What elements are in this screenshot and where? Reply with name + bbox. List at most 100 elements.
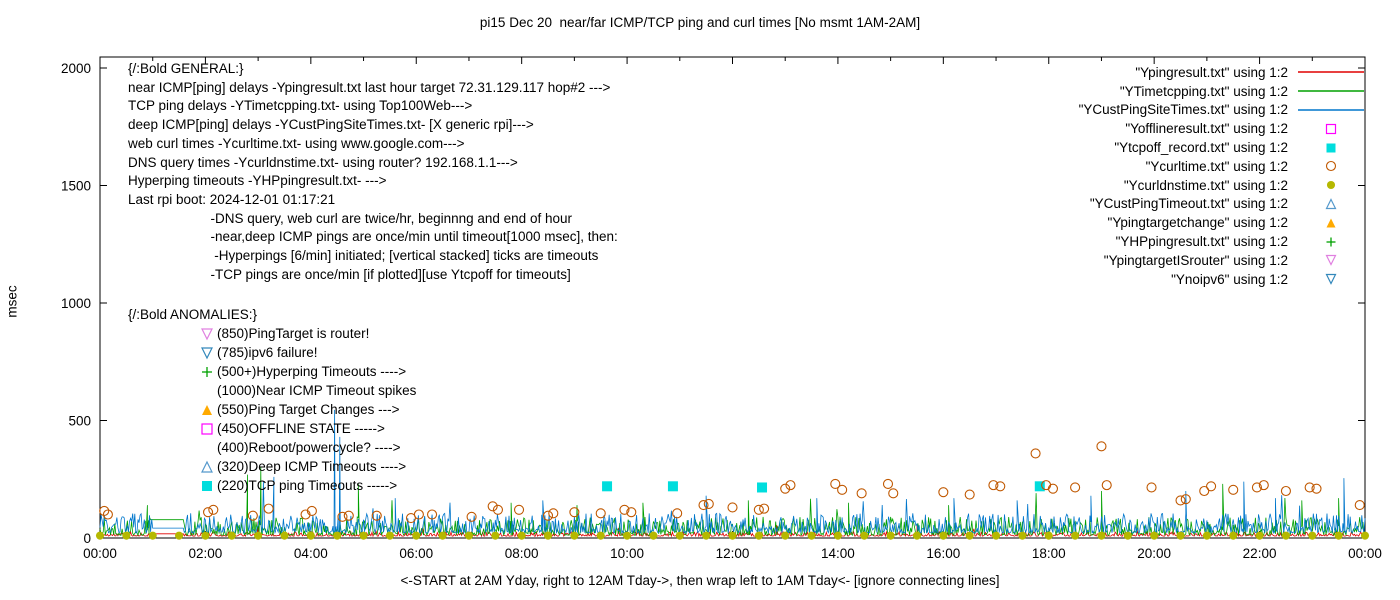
anomaly-triangle-down-open-icon (200, 327, 217, 341)
svg-text:16:00: 16:00 (926, 546, 960, 561)
svg-text:22:00: 22:00 (1243, 546, 1277, 561)
anomalies-text-block: {/:Bold ANOMALIES:} (850)PingTarget is ro… (128, 305, 416, 495)
legend-sample-line-icon (1298, 65, 1364, 79)
anomaly-label: (320)Deep ICMP Timeouts ----> (217, 459, 407, 474)
legend-label: "Ypingresult.txt" using 1:2 (1135, 64, 1288, 80)
anomaly-item: (1000)Near ICMP Timeout spikes (128, 381, 416, 400)
general-line: -TCP pings are once/min [if plotted][use… (128, 266, 571, 282)
anomalies-title: {/:Bold ANOMALIES:} (128, 307, 258, 322)
svg-text:18:00: 18:00 (1032, 546, 1066, 561)
legend-entry: "Ycurldnstime.txt" using 1:2 (1079, 176, 1364, 195)
general-line: -DNS query, web curl are twice/hr, begin… (128, 210, 572, 226)
svg-text:0: 0 (83, 531, 91, 546)
legend-sample-triangle-up-open-icon (1298, 197, 1364, 211)
general-line: -near,deep ICMP pings are once/min until… (128, 229, 618, 245)
legend: "Ypingresult.txt" using 1:2 "YTimetcpping… (1079, 63, 1364, 289)
anomaly-item: (320)Deep ICMP Timeouts ----> (128, 457, 416, 476)
legend-label: "Yofflineresult.txt" using 1:2 (1125, 121, 1288, 137)
general-line: near ICMP[ping] delays -Ypingresult.txt … (128, 79, 611, 95)
legend-sample-line-icon (1298, 103, 1364, 117)
general-line: DNS query times -Ycurldnstime.txt- using… (128, 154, 518, 170)
legend-label: "Ypingtargetchange" using 1:2 (1107, 215, 1288, 231)
anomaly-square-filled-icon (200, 479, 217, 493)
legend-entry: "Yofflineresult.txt" using 1:2 (1079, 119, 1364, 138)
anomaly-item: (400)Reboot/powercycle? ----> (128, 438, 416, 457)
chart-title: pi15 Dec 20 near/far ICMP/TCP ping and c… (479, 15, 921, 30)
anomaly-item: (220)TCP ping Timeouts -----> (128, 476, 416, 495)
anomaly-triangle-up-filled-icon (200, 403, 217, 417)
anomaly-label: (450)OFFLINE STATE -----> (217, 421, 385, 436)
legend-entry: "YCustPingSiteTimes.txt" using 1:2 (1079, 101, 1364, 120)
legend-label: "YHPpingresult.txt" using 1:2 (1115, 234, 1288, 250)
anomaly-item: (500+)Hyperping Timeouts ----> (128, 362, 416, 381)
legend-label: "Ycurldnstime.txt" using 1:2 (1123, 177, 1288, 193)
anomaly-item: (785)ipv6 failure! (128, 343, 416, 362)
legend-entry: "Ycurltime.txt" using 1:2 (1079, 157, 1364, 176)
svg-text:00:00: 00:00 (83, 546, 117, 561)
legend-entry: "YCustPingTimeout.txt" using 1:2 (1079, 195, 1364, 214)
legend-entry: "Ynoipv6" using 1:2 (1079, 270, 1364, 289)
legend-label: "YTimetcpping.txt" using 1:2 (1119, 83, 1288, 99)
svg-text:08:00: 08:00 (505, 546, 539, 561)
legend-label: "Ycurltime.txt" using 1:2 (1145, 158, 1288, 174)
general-line: Last rpi boot: 2024-12-01 01:17:21 (128, 191, 336, 207)
general-text-block: {/:Bold GENERAL:} near ICMP[ping] delays … (128, 60, 618, 284)
anomaly-triangle-up-open-icon (200, 460, 217, 474)
anomaly-label: (785)ipv6 failure! (217, 345, 318, 360)
general-line: web curl times -Ycurltime.txt- using www… (128, 135, 465, 151)
legend-sample-triangle-up-filled-icon (1298, 216, 1364, 230)
legend-entry: "Ypingtargetchange" using 1:2 (1079, 213, 1364, 232)
legend-sample-square-filled-icon (1298, 141, 1364, 155)
general-line: TCP ping delays -YTimetcpping.txt- using… (128, 98, 473, 114)
anomaly-item: (450)OFFLINE STATE -----> (128, 419, 416, 438)
legend-entry: "YTimetcpping.txt" using 1:2 (1079, 82, 1364, 101)
legend-label: "Ytcpoff_record.txt" using 1:2 (1114, 140, 1288, 156)
x-axis-label: <-START at 2AM Yday, right to 12AM Tday-… (400, 573, 1000, 588)
legend-entry: "Ytcpoff_record.txt" using 1:2 (1079, 138, 1364, 157)
anomaly-square-open-icon (200, 422, 217, 436)
anomaly-label: (1000)Near ICMP Timeout spikes (217, 383, 417, 398)
legend-sample-square-open-icon (1298, 122, 1364, 136)
legend-entry: "Ypingresult.txt" using 1:2 (1079, 63, 1364, 82)
svg-text:1500: 1500 (61, 179, 91, 194)
anomaly-triangle-down-open-icon (200, 346, 217, 360)
anomaly-label: (500+)Hyperping Timeouts ----> (217, 364, 407, 379)
legend-sample-line-icon (1298, 84, 1364, 98)
series-points-Ytcpoff_record.txt (602, 481, 1045, 493)
anomaly-label: (550)Ping Target Changes ---> (217, 402, 400, 417)
y-tick-labels: 0 500 1000 1500 2000 (61, 61, 91, 546)
legend-label: "Ynoipv6" using 1:2 (1171, 271, 1288, 287)
legend-entry: "YHPpingresult.txt" using 1:2 (1079, 232, 1364, 251)
legend-sample-triangle-down-open-icon (1298, 272, 1364, 286)
legend-sample-triangle-down-open-icon (1298, 253, 1364, 267)
anomaly-label: (850)PingTarget is router! (217, 326, 370, 341)
anomaly-item: (550)Ping Target Changes ---> (128, 400, 416, 419)
series-points-Ycurltime.txt (99, 441, 1365, 524)
svg-text:02:00: 02:00 (189, 546, 223, 561)
x-tick-labels: 00:00 02:00 04:00 06:00 08:00 10:00 12:00 14:00… (83, 546, 1382, 561)
general-line: {/:Bold GENERAL:} (128, 61, 244, 76)
series-points-Ycurldnstime.txt (95, 531, 1370, 540)
anomaly-plus-icon (200, 365, 217, 379)
anomaly-label: (220)TCP ping Timeouts -----> (217, 478, 398, 493)
svg-text:00:00: 00:00 (1348, 546, 1382, 561)
svg-text:2000: 2000 (61, 61, 91, 76)
general-line: Hyperping timeouts -YHPpingresult.txt- -… (128, 173, 387, 189)
svg-text:20:00: 20:00 (1137, 546, 1171, 561)
svg-text:1000: 1000 (61, 296, 91, 311)
svg-text:06:00: 06:00 (399, 546, 433, 561)
svg-text:14:00: 14:00 (821, 546, 855, 561)
svg-text:10:00: 10:00 (610, 546, 644, 561)
legend-label: "YCustPingTimeout.txt" using 1:2 (1089, 196, 1288, 212)
svg-text:500: 500 (68, 414, 91, 429)
svg-text:12:00: 12:00 (716, 546, 750, 561)
legend-sample-circle-open-icon (1298, 159, 1364, 173)
legend-sample-circle-filled-icon (1298, 178, 1364, 192)
legend-entry: "YpingtargetISrouter" using 1:2 (1079, 251, 1364, 270)
svg-text:04:00: 04:00 (294, 546, 328, 561)
general-line: -Hyperpings [6/min] initiated; [vertical… (128, 248, 599, 264)
general-line: deep ICMP[ping] delays -YCustPingSiteTim… (128, 117, 534, 133)
series-line-YCustPingSiteTimes.txt (99, 409, 1366, 535)
